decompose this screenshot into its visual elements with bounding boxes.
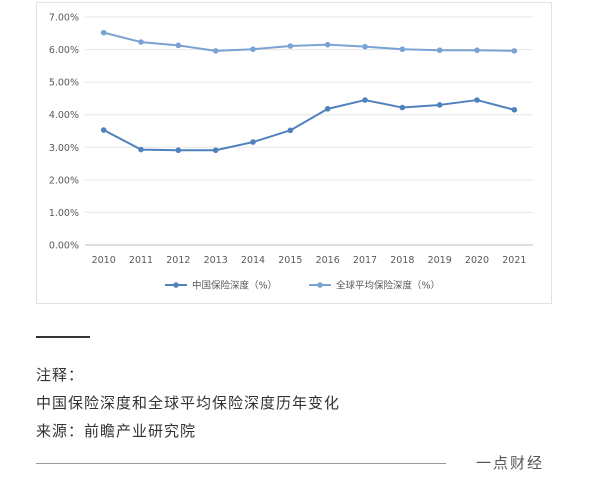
data-point: [100, 29, 107, 36]
data-point: [436, 102, 443, 108]
x-tick-label: 2010: [92, 255, 116, 266]
data-point: [138, 39, 144, 45]
x-tick-label: 2013: [204, 255, 228, 266]
x-tick-label: 2017: [353, 255, 377, 266]
data-point: [324, 106, 331, 112]
brand-name: 一点财经: [476, 454, 545, 472]
section-divider: [36, 336, 90, 338]
data-point: [138, 146, 144, 153]
x-tick-label: 2012: [166, 255, 190, 266]
note-description: 中国保险深度和全球平均保险深度历年变化: [36, 394, 341, 412]
legend-swatch-marker: [173, 282, 179, 288]
x-tick-label: 2015: [278, 255, 302, 266]
x-tick-label: 2011: [129, 255, 153, 266]
data-point: [399, 46, 406, 53]
data-point: [287, 127, 294, 134]
chart-frame: 0.00% 1.00% 2.00% 3.00% 4.00% 5.00% 6.00% 7.00%…: [36, 2, 552, 304]
x-tick-label: 2020: [465, 255, 489, 266]
footer-divider: [36, 463, 446, 464]
data-point: [324, 41, 331, 48]
y-tick-label: 6.00%: [49, 45, 79, 56]
x-tick-label: 2016: [316, 255, 340, 266]
y-tick-label: 7.00%: [49, 13, 79, 24]
data-point: [362, 97, 368, 103]
y-tick-label: 3.00%: [49, 143, 79, 154]
series-line-2: [103, 31, 515, 52]
note-source: 来源：前瞻产业研究院: [36, 422, 197, 440]
data-point: [212, 48, 219, 54]
x-tick-label: 2019: [428, 255, 452, 266]
data-point: [175, 147, 182, 154]
y-tick-label: 1.00%: [49, 208, 79, 219]
data-point: [175, 42, 182, 49]
data-point: [287, 43, 294, 49]
y-tick-label: 0.00%: [49, 241, 79, 252]
note-label: 注释：: [36, 366, 85, 384]
data-point: [399, 104, 406, 111]
data-point: [362, 43, 368, 50]
data-point: [100, 127, 107, 133]
series-line-1: [103, 99, 515, 152]
data-point: [250, 46, 256, 53]
data-point: [212, 147, 219, 154]
data-point: [511, 48, 518, 54]
data-point: [474, 97, 480, 103]
data-point: [250, 139, 256, 145]
y-tick-label: 4.00%: [49, 110, 79, 121]
line-chart: 0.00% 1.00% 2.00% 3.00% 4.00% 5.00% 6.00% 7.00%…: [49, 13, 533, 292]
x-tick-label: 2018: [390, 255, 414, 266]
x-tick-label: 2021: [502, 255, 526, 266]
x-tick-label: 2014: [241, 255, 265, 266]
data-point: [436, 47, 443, 54]
y-tick-label: 2.00%: [49, 175, 79, 186]
data-point: [474, 47, 480, 54]
y-tick-label: 5.00%: [49, 78, 79, 89]
legend-label: 全球平均保险深度（%）: [336, 280, 440, 292]
data-point: [511, 107, 518, 113]
legend-swatch-marker: [317, 282, 323, 288]
legend-label: 中国保险深度（%）: [192, 280, 277, 292]
